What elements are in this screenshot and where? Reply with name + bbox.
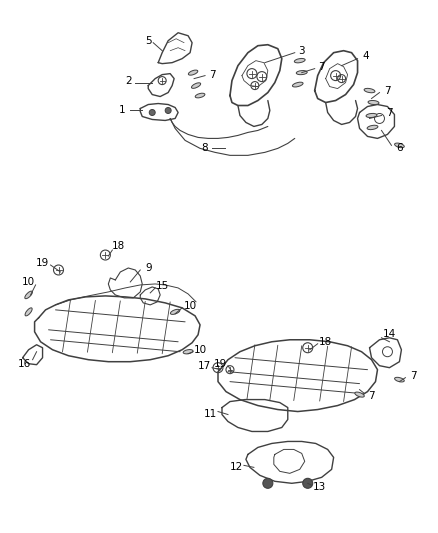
Text: 10: 10	[184, 301, 197, 311]
Ellipse shape	[25, 291, 32, 298]
Text: 3: 3	[298, 46, 305, 55]
Text: 15: 15	[155, 281, 169, 291]
Text: 12: 12	[230, 462, 243, 472]
Text: 6: 6	[396, 143, 403, 154]
Ellipse shape	[395, 377, 404, 382]
Ellipse shape	[191, 83, 201, 88]
Text: 7: 7	[386, 109, 393, 118]
Text: 8: 8	[202, 143, 208, 154]
Ellipse shape	[170, 309, 180, 314]
Text: 7: 7	[384, 86, 391, 95]
Text: 19: 19	[213, 359, 226, 369]
Text: 17: 17	[198, 361, 211, 370]
Ellipse shape	[395, 143, 404, 148]
Ellipse shape	[188, 70, 198, 75]
Ellipse shape	[195, 93, 205, 98]
Ellipse shape	[368, 101, 379, 104]
Text: 1: 1	[119, 106, 126, 116]
Circle shape	[165, 108, 171, 114]
Text: 4: 4	[362, 51, 369, 61]
Ellipse shape	[355, 392, 364, 397]
Text: 11: 11	[203, 408, 217, 418]
Text: 18: 18	[319, 337, 332, 347]
Text: 18: 18	[112, 241, 125, 251]
Text: 16: 16	[18, 359, 31, 369]
Ellipse shape	[366, 114, 377, 117]
Text: 13: 13	[313, 482, 326, 492]
Text: 7: 7	[318, 62, 325, 71]
Text: 14: 14	[383, 329, 396, 339]
Ellipse shape	[367, 125, 378, 130]
Text: 7: 7	[368, 391, 375, 401]
Text: 7: 7	[410, 370, 417, 381]
Text: 7: 7	[209, 70, 215, 79]
Text: 5: 5	[145, 36, 152, 46]
Ellipse shape	[364, 88, 375, 93]
Text: 2: 2	[125, 76, 131, 86]
Circle shape	[263, 478, 273, 488]
Circle shape	[149, 109, 155, 116]
Ellipse shape	[296, 70, 307, 75]
Ellipse shape	[293, 82, 303, 87]
Circle shape	[303, 478, 313, 488]
Ellipse shape	[183, 350, 193, 354]
Text: 19: 19	[36, 258, 49, 268]
Ellipse shape	[25, 308, 32, 316]
Ellipse shape	[294, 59, 305, 63]
Text: 10: 10	[194, 345, 207, 355]
Text: 10: 10	[22, 277, 35, 287]
Text: 9: 9	[145, 263, 152, 273]
